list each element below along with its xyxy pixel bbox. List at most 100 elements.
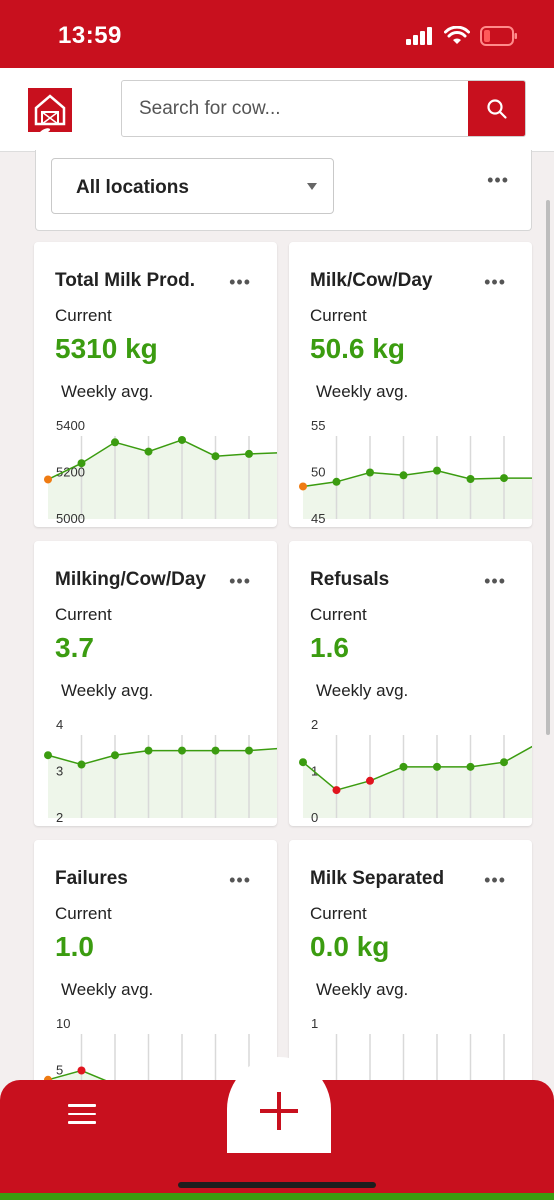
weekly-avg-label: Weekly avg. xyxy=(61,980,154,999)
chart-tick-label: 5400 xyxy=(56,418,85,433)
current-label: Current xyxy=(310,306,367,325)
chart-point xyxy=(399,762,408,771)
current-label: Current xyxy=(55,605,112,624)
chart-point xyxy=(77,459,86,468)
chart-tick-label: 4 xyxy=(56,717,63,732)
barn-logo-icon[interactable] xyxy=(28,88,72,132)
battery-icon xyxy=(480,26,517,46)
location-selected-value: All locations xyxy=(76,177,189,198)
current-label: Current xyxy=(55,904,112,923)
status-icons xyxy=(406,24,518,48)
chart-tick-label: 2 xyxy=(311,717,318,732)
chart-tick-label: 2 xyxy=(56,810,63,825)
chart-point xyxy=(466,475,475,484)
weekly-chart: 210 xyxy=(299,717,532,825)
chart-point xyxy=(433,466,441,475)
kpi-card-total-milk[interactable]: Total Milk Prod. ••• Current 5310 kg Weekly … xyxy=(34,242,277,527)
kpi-card-milking-cow-day[interactable]: Milking/Cow/Day ••• Current 3.7 Weekly avg. 4… xyxy=(34,541,277,826)
more-options-icon[interactable]: ••• xyxy=(484,272,506,292)
chart-point xyxy=(77,760,86,769)
chart-point xyxy=(399,471,408,480)
search-input[interactable] xyxy=(122,81,468,136)
more-options-icon[interactable]: ••• xyxy=(229,571,251,591)
scrollbar[interactable] xyxy=(546,200,550,735)
home-indicator xyxy=(178,1182,376,1188)
chart-tick-label: 45 xyxy=(311,511,325,526)
card-title: Milk/Cow/Day xyxy=(310,270,433,291)
weekly-chart: 55 50 45 xyxy=(299,418,532,526)
card-title: Milking/Cow/Day xyxy=(55,569,206,590)
chart-area xyxy=(48,439,277,519)
search-icon xyxy=(486,98,507,119)
weekly-avg-label: Weekly avg. xyxy=(61,681,154,700)
kpi-card-refusals[interactable]: Refusals ••• Current 1.6 Weekly avg. 2 1 0 xyxy=(289,541,532,826)
more-options-icon[interactable]: ••• xyxy=(229,870,251,890)
chart-point xyxy=(111,751,119,760)
location-dropdown[interactable]: All locations xyxy=(51,158,334,214)
card-title: Total Milk Prod. xyxy=(55,270,196,291)
chart-point xyxy=(178,435,186,444)
chart-tick-label: 10 xyxy=(56,1016,70,1031)
chart-area xyxy=(48,748,277,818)
weekly-avg-label: Weekly avg. xyxy=(316,382,409,401)
caret-down-icon xyxy=(307,183,317,190)
chart-line xyxy=(47,747,277,766)
chart-point xyxy=(366,468,374,477)
card-title: Milk Separated xyxy=(310,868,445,889)
filter-panel: All locations ••• xyxy=(35,150,532,231)
more-options-icon[interactable]: ••• xyxy=(484,870,506,890)
chart-tick-label: 5200 xyxy=(56,465,85,480)
chart-point xyxy=(332,477,341,486)
chart-line xyxy=(47,439,277,481)
search-button[interactable] xyxy=(468,81,525,136)
chart-point xyxy=(245,449,253,458)
chart-point xyxy=(178,746,186,755)
kpi-card-milk-cow-day[interactable]: Milk/Cow/Day ••• Current 50.6 kg Weekly avg.… xyxy=(289,242,532,527)
hamburger-menu-icon[interactable] xyxy=(68,1104,96,1124)
more-options-icon[interactable]: ••• xyxy=(229,272,251,292)
status-bar: 13:59 xyxy=(0,0,554,68)
wifi-icon xyxy=(444,26,470,44)
more-options-icon[interactable]: ••• xyxy=(487,170,509,190)
current-value: 3.7 xyxy=(55,632,94,663)
weekly-chart: 5400 5200 5000 xyxy=(44,418,277,526)
chart-point xyxy=(299,482,307,491)
chart-area xyxy=(303,746,532,818)
chart-tick-label: 5000 xyxy=(56,511,85,526)
chart-point xyxy=(500,474,508,483)
chart-point xyxy=(77,1066,86,1075)
chart-point xyxy=(245,746,253,755)
chart-tick-label: 0 xyxy=(311,810,318,825)
chart-tick-label: 5 xyxy=(56,1063,63,1078)
app-header xyxy=(0,68,554,152)
chart-line xyxy=(302,469,532,488)
current-label: Current xyxy=(310,904,367,923)
current-value: 1.6 xyxy=(310,632,349,663)
chart-point xyxy=(144,746,153,755)
add-button[interactable] xyxy=(227,1057,331,1153)
weekly-avg-label: Weekly avg. xyxy=(316,980,409,999)
chart-point xyxy=(44,751,52,760)
bottom-accent-strip xyxy=(0,1193,554,1200)
current-value: 0.0 kg xyxy=(310,931,390,962)
chart-point xyxy=(433,762,441,771)
signal-icon xyxy=(406,27,432,45)
chart-point xyxy=(44,475,52,484)
weekly-chart: 4 3 2 xyxy=(44,717,277,825)
current-value: 50.6 kg xyxy=(310,333,405,364)
chart-tick-label: 55 xyxy=(311,418,325,433)
chart-point xyxy=(211,452,220,461)
card-title: Refusals xyxy=(310,569,390,590)
more-options-icon[interactable]: ••• xyxy=(484,571,506,591)
chart-tick-label: 3 xyxy=(56,764,63,779)
chart-line xyxy=(302,745,532,791)
current-value: 1.0 xyxy=(55,931,94,962)
weekly-avg-label: Weekly avg. xyxy=(61,382,154,401)
chart-point xyxy=(144,447,153,456)
search-box xyxy=(121,80,526,137)
chart-point xyxy=(332,786,341,795)
current-value: 5310 kg xyxy=(55,333,158,364)
chart-point xyxy=(366,776,374,785)
card-title: Failures xyxy=(55,868,128,889)
chart-area xyxy=(303,470,532,519)
